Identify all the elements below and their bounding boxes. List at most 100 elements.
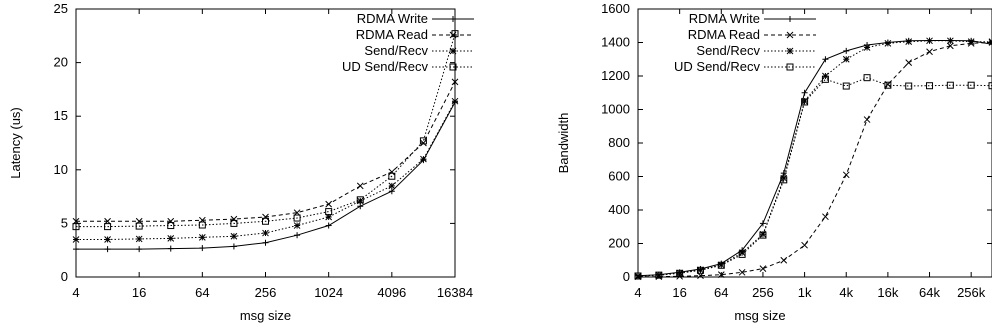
data-point (926, 37, 933, 45)
data-point (717, 261, 725, 269)
x-tick-label: 4096 (377, 285, 406, 300)
data-point (356, 182, 364, 190)
data-point (801, 89, 808, 96)
data-point (738, 250, 746, 258)
y-tick-label: 200 (608, 236, 630, 251)
y-axis-title: Latency (us) (8, 107, 23, 179)
data-point (104, 236, 111, 243)
x-tick-label: 256k (957, 285, 986, 300)
data-point (73, 246, 79, 253)
data-point (822, 56, 829, 63)
data-point (325, 200, 333, 208)
series-line (76, 33, 456, 228)
x-tick-label: 4k (839, 285, 853, 300)
data-point (863, 116, 871, 123)
data-point (842, 55, 850, 63)
data-point (696, 266, 704, 274)
x-tick-label: 4 (72, 285, 79, 300)
data-point (262, 217, 269, 225)
data-point (262, 229, 269, 237)
data-point (230, 243, 237, 250)
data-point (451, 78, 459, 86)
y-axis-title: Bandwidth (556, 113, 571, 174)
data-point (946, 81, 954, 89)
x-axis: 4 16 64 256 1k 4k 16k 64k 256k (634, 9, 986, 300)
x-axis-title: msg size (734, 308, 785, 323)
data-point (262, 213, 269, 221)
data-point (293, 214, 301, 222)
data-point (104, 223, 112, 231)
y-tick-label: 1600 (601, 1, 630, 16)
series-ud-send-recv (634, 74, 992, 280)
legend-marker (786, 31, 794, 39)
data-point (388, 182, 396, 190)
legend-entry: UD Send/Recv (674, 59, 816, 74)
legend-marker (786, 63, 794, 71)
x-tick-label: 1k (798, 285, 812, 300)
series-line (637, 40, 992, 277)
legend-label: Send/Recv (696, 43, 760, 58)
data-point (104, 246, 111, 253)
series-line (76, 81, 456, 222)
legend-entry: RDMA Read (356, 27, 474, 42)
data-point (738, 249, 746, 257)
data-point (676, 269, 684, 277)
data-point (780, 176, 788, 184)
y-tick-label: 1200 (601, 68, 630, 83)
data-point (420, 139, 427, 147)
x-tick-label: 16k (877, 285, 898, 300)
data-point (863, 44, 871, 51)
data-point (905, 38, 913, 46)
data-point (759, 220, 766, 227)
data-point (842, 171, 850, 179)
x-tick-label: 16 (672, 285, 686, 300)
legend-entry: Send/Recv (364, 43, 474, 58)
data-point (167, 245, 174, 252)
data-point (884, 39, 892, 47)
data-point (230, 215, 238, 223)
y-axis: 0 200 400 600 800 1000 1200 1400 1600 (601, 1, 992, 284)
data-point (946, 42, 954, 50)
legend-entry: RDMA Write (357, 11, 474, 26)
y-tick-label: 600 (608, 169, 630, 184)
plot-frame (637, 8, 992, 278)
y-tick-label: 1000 (601, 102, 630, 117)
series-line (637, 77, 992, 277)
data-point (905, 59, 913, 66)
data-point (634, 272, 642, 280)
legend-entry: Send/Recv (696, 43, 816, 58)
legend-label: UD Send/Recv (674, 59, 760, 74)
data-point (136, 246, 143, 253)
x-tick-label: 16 (132, 285, 146, 300)
x-tick-label: 1024 (314, 285, 343, 300)
data-point (967, 38, 975, 46)
legend-marker (786, 47, 794, 55)
data-point (780, 170, 787, 177)
series-ud-send-recv (72, 30, 459, 231)
series-send-recv (634, 37, 992, 280)
data-point (821, 75, 829, 83)
data-point (926, 48, 933, 56)
data-point (419, 137, 427, 145)
x-tick-label: 64 (195, 285, 209, 300)
data-point (420, 155, 427, 163)
y-tick-label: 15 (54, 108, 68, 123)
latency-chart: 0 5 10 15 20 25 4 16 64 256 1024 4096 16384 msg size L… (8, 1, 474, 323)
x-tick-label: 64k (919, 285, 940, 300)
series-line (76, 102, 456, 250)
x-tick-label: 256 (255, 285, 277, 300)
data-point (167, 235, 175, 242)
y-tick-label: 800 (608, 135, 630, 150)
y-tick-label: 1400 (601, 35, 630, 50)
data-point (230, 219, 238, 227)
legend-marker (450, 16, 456, 22)
legend-label: RDMA Read (356, 27, 428, 42)
legend-label: RDMA Write (357, 11, 428, 26)
y-tick-label: 400 (608, 202, 630, 217)
data-point (388, 188, 395, 195)
data-point (842, 82, 850, 90)
data-point (988, 82, 992, 90)
y-tick-label: 10 (54, 162, 68, 177)
data-point (198, 221, 206, 229)
